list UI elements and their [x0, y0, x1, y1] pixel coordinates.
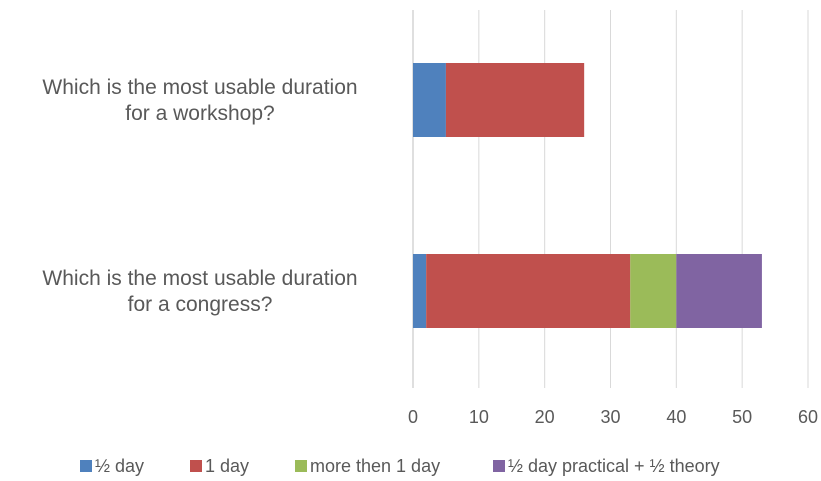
bar-segment: [630, 254, 677, 328]
category-labels: Which is the most usable duration for a w…: [42, 76, 357, 316]
x-tick-label: 30: [600, 407, 620, 427]
category-label: for a congress?: [128, 293, 273, 316]
legend-label: more then 1 day: [310, 456, 440, 476]
x-tick-label: 10: [469, 407, 489, 427]
legend-label: ½ day: [95, 456, 144, 476]
category-label: Which is the most usable duration: [42, 76, 357, 99]
bar-segment: [676, 254, 762, 328]
bar-segment: [426, 254, 631, 328]
x-tick-label: 50: [732, 407, 752, 427]
legend-swatch: [295, 460, 307, 472]
bar-segment: [445, 63, 585, 137]
category-label: Which is the most usable duration: [42, 267, 357, 290]
category-label: for a workshop?: [125, 102, 274, 125]
legend-swatch: [190, 460, 202, 472]
x-tick-label: 60: [798, 407, 818, 427]
legend-label: ½ day practical + ½ theory: [508, 456, 720, 476]
legend-swatch: [80, 460, 92, 472]
legend-label: 1 day: [205, 456, 249, 476]
x-tick-label: 0: [408, 407, 418, 427]
x-tick-label: 40: [666, 407, 686, 427]
x-axis-ticks: 0 10 20 30 40 50 60: [408, 407, 818, 427]
bars: [413, 63, 762, 328]
legend: ½ day 1 day more then 1 day ½ day practical…: [80, 456, 720, 476]
legend-swatch: [493, 460, 505, 472]
bar-segment: [413, 63, 446, 137]
x-tick-label: 20: [535, 407, 555, 427]
bar-segment: [413, 254, 427, 328]
